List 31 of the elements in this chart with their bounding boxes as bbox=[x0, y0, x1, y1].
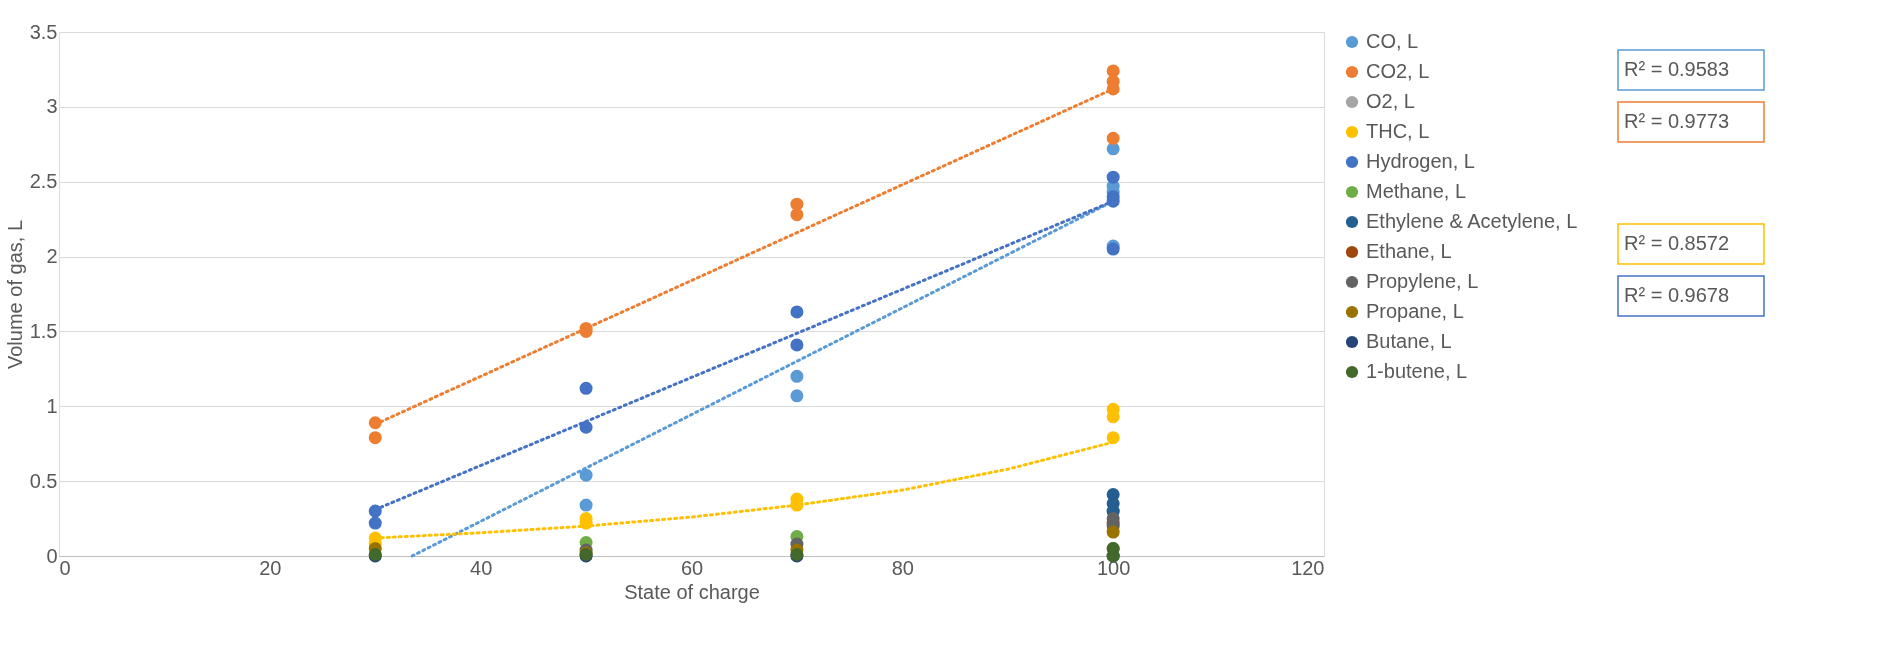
x-tick-label: 80 bbox=[891, 556, 914, 579]
legend-label: Propane, L bbox=[1366, 300, 1464, 322]
x-tick-label: 60 bbox=[680, 556, 704, 579]
x-tick-label: 40 bbox=[470, 556, 493, 579]
y-axis-title: Volume of gas, L bbox=[3, 220, 26, 369]
legend-label: O2, L bbox=[1366, 90, 1415, 112]
x-tick-label: 100 bbox=[1096, 556, 1131, 579]
legend-label: Methane, L bbox=[1366, 180, 1467, 202]
text: R² = 0.9583 bbox=[1624, 58, 1730, 80]
legend-label: THC, L bbox=[1366, 120, 1430, 142]
legend-label: Ethylene & Acetylene, L bbox=[1366, 210, 1578, 232]
legend-label: CO, L bbox=[1366, 30, 1419, 52]
y-tick-label: 0.5 bbox=[29, 469, 58, 492]
text: R² = 0.9773 bbox=[1624, 110, 1730, 132]
legend-label: 1-butene, L bbox=[1366, 360, 1468, 382]
legend-label: CO2, L bbox=[1366, 60, 1430, 82]
y-tick-label: 3.5 bbox=[29, 20, 58, 43]
y-tick-label: 2.5 bbox=[29, 170, 58, 193]
legend-label: Ethane, L bbox=[1366, 240, 1452, 262]
x-axis-title: State of charge bbox=[624, 580, 760, 603]
legend-label: Butane, L bbox=[1366, 330, 1452, 352]
y-tick-label: 1 bbox=[46, 394, 58, 417]
text: R² = 0.9678 bbox=[1624, 284, 1730, 306]
y-tick-label: 3 bbox=[46, 95, 58, 118]
legend-label: Hydrogen, L bbox=[1366, 150, 1475, 172]
y-tick-label: 1.5 bbox=[29, 319, 58, 342]
x-tick-label: 120 bbox=[1291, 556, 1325, 579]
x-tick-label: 20 bbox=[259, 556, 282, 579]
text: R² = 0.8572 bbox=[1624, 232, 1730, 254]
y-tick-label: 2 bbox=[46, 245, 58, 268]
legend-label: Propylene, L bbox=[1366, 270, 1479, 292]
